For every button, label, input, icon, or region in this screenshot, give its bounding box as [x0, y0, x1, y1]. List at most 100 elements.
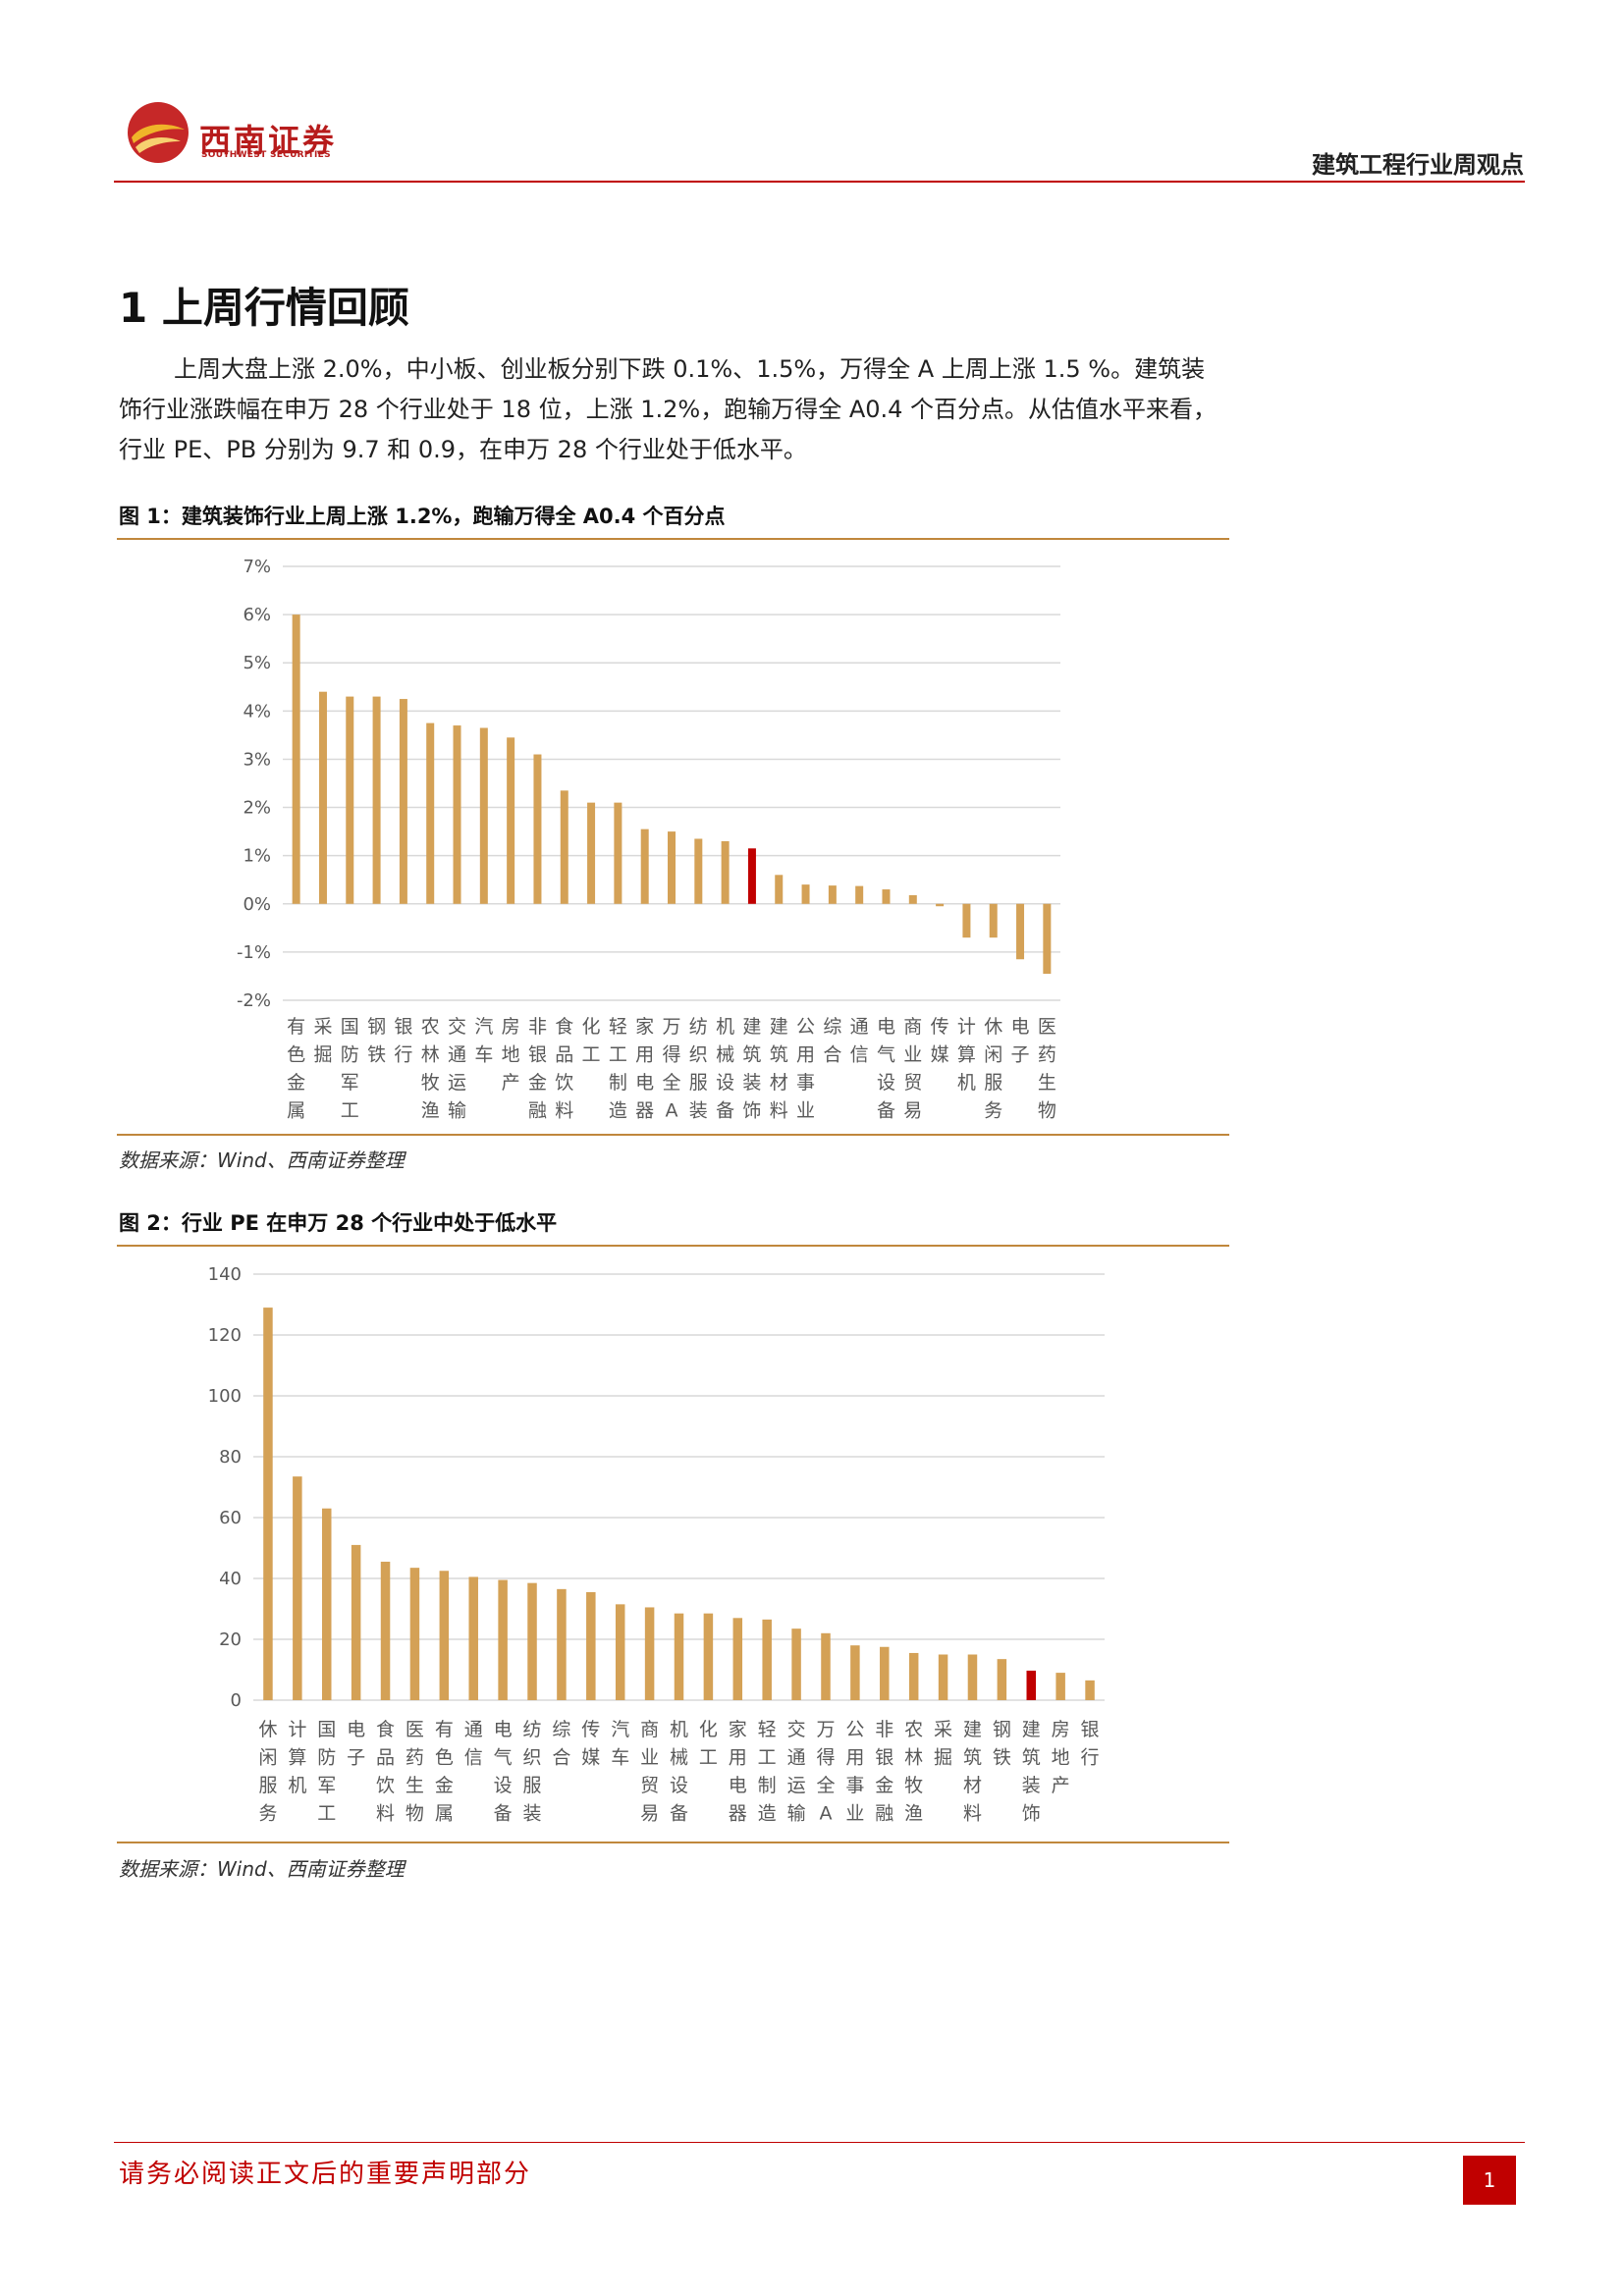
- x-tick-label: 采掘: [313, 1016, 332, 1066]
- bar: [828, 885, 837, 904]
- x-tick-char: 料: [963, 1803, 982, 1825]
- x-tick-char: 综: [552, 1719, 570, 1740]
- x-tick-label: 公用事业: [845, 1719, 864, 1825]
- x-tick-char: 金: [875, 1775, 893, 1796]
- x-tick-label: 建筑装饰: [1022, 1719, 1041, 1825]
- x-tick-char: 融: [528, 1100, 547, 1122]
- bar: [399, 699, 407, 904]
- x-tick-char: 饰: [1022, 1803, 1041, 1825]
- x-tick-char: 传: [931, 1016, 949, 1038]
- x-tick-label: 医药生物: [406, 1719, 424, 1825]
- x-tick-label: 计算机: [288, 1719, 306, 1796]
- x-tick-label: 交通运输: [448, 1016, 466, 1122]
- section-paragraph: 上周大盘上涨 2.0%，中小板、创业板分别下跌 0.1%、1.5%，万得全 A …: [119, 355, 1218, 463]
- x-tick-label: 家用电器: [635, 1016, 654, 1122]
- x-tick-char: 子: [1011, 1044, 1030, 1066]
- x-tick-char: 造: [758, 1803, 777, 1825]
- x-tick-char: 品: [555, 1044, 573, 1066]
- x-tick-char: 地: [1052, 1747, 1070, 1769]
- x-tick-label: 休闲服务: [258, 1719, 277, 1825]
- x-tick-char: 媒: [931, 1044, 949, 1066]
- bar: [1085, 1680, 1095, 1700]
- x-tick-char: 电: [347, 1719, 365, 1740]
- x-tick-char: 得: [816, 1747, 835, 1769]
- x-tick-char: 用: [729, 1747, 747, 1769]
- x-tick-char: 通: [850, 1016, 869, 1038]
- x-tick-char: 事: [845, 1775, 864, 1796]
- x-tick-char: 农: [421, 1016, 440, 1038]
- x-tick-char: 传: [581, 1719, 600, 1740]
- figure-2-source: 数据来源：Wind、西南证券整理: [119, 1857, 405, 1881]
- x-tick-char: 车: [474, 1044, 493, 1066]
- x-tick-label: 汽车: [474, 1016, 493, 1066]
- x-tick-char: 电: [877, 1016, 895, 1038]
- x-tick-char: 计: [288, 1719, 306, 1740]
- x-tick-char: 设: [877, 1072, 895, 1094]
- x-tick-label: 电子: [1011, 1016, 1030, 1066]
- y-tick-label: 80: [219, 1447, 242, 1468]
- x-tick-label: 纺织服装: [689, 1016, 708, 1122]
- x-tick-char: 输: [787, 1803, 806, 1825]
- bar: [775, 875, 784, 904]
- x-tick-label: 建筑材料: [963, 1719, 982, 1825]
- x-tick-label: 计算机: [957, 1016, 976, 1094]
- x-tick-char: 车: [611, 1747, 629, 1769]
- x-tick-label: 万得全 A: [816, 1719, 835, 1825]
- x-tick-char: 公: [845, 1719, 864, 1740]
- x-tick-char: 家: [729, 1719, 747, 1740]
- x-tick-char: 装: [689, 1100, 708, 1122]
- bar: [668, 831, 676, 904]
- x-tick-char: 工: [758, 1747, 777, 1769]
- x-tick-label: 银行: [1081, 1719, 1100, 1769]
- y-tick-label: 7%: [243, 557, 271, 577]
- bar: [938, 1654, 948, 1700]
- x-tick-char: 铁: [993, 1747, 1011, 1769]
- bar: [346, 696, 354, 904]
- x-tick-char: 业: [796, 1100, 815, 1122]
- x-tick-char: 行: [394, 1044, 412, 1066]
- x-tick-label: 机械设备: [716, 1016, 734, 1122]
- x-tick-label: 银行: [394, 1016, 412, 1066]
- x-tick-label: 公用事业: [796, 1016, 815, 1122]
- x-tick-char: 非: [875, 1719, 893, 1740]
- x-tick-char: 非: [528, 1016, 547, 1038]
- x-tick-char: 药: [1038, 1044, 1056, 1066]
- x-tick-char: 筑: [1022, 1747, 1041, 1769]
- bar: [527, 1582, 537, 1700]
- x-tick-char: 渔: [904, 1803, 923, 1825]
- x-tick-char: 汽: [474, 1016, 493, 1038]
- x-tick-char: 械: [670, 1747, 688, 1769]
- x-tick-label: 家用电器: [729, 1719, 747, 1825]
- x-tick-char: 信: [850, 1044, 869, 1066]
- x-tick-char: 计: [957, 1016, 976, 1038]
- x-tick-label: 农林牧渔: [421, 1016, 440, 1122]
- x-tick-char: 牧: [421, 1072, 440, 1094]
- bar: [880, 1646, 890, 1700]
- x-tick-char: 建: [742, 1016, 761, 1038]
- bar: [318, 691, 327, 904]
- bar: [321, 1508, 332, 1700]
- y-tick-label: -2%: [237, 990, 271, 1011]
- x-tick-char: 易: [640, 1803, 659, 1825]
- x-tick-char: 算: [288, 1747, 306, 1769]
- x-tick-char: 万: [816, 1719, 835, 1740]
- bar: [936, 903, 945, 907]
- x-tick-char: 军: [341, 1072, 359, 1094]
- x-tick-char: 钢: [367, 1016, 386, 1038]
- x-tick-char: 化: [699, 1719, 718, 1740]
- bar: [850, 1645, 860, 1700]
- figure-1-title: 图 1：建筑装饰行业上周上涨 1.2%，跑输万得全 A0.4 个百分点: [119, 505, 726, 528]
- x-tick-char: 合: [552, 1747, 570, 1769]
- x-tick-char: 务: [984, 1100, 1002, 1122]
- bar: [997, 1659, 1007, 1700]
- x-tick-char: 铁: [367, 1044, 386, 1066]
- x-tick-char: 装: [742, 1072, 761, 1094]
- x-tick-char: 饮: [555, 1072, 573, 1094]
- x-tick-char: 国: [341, 1016, 359, 1038]
- x-tick-char: 林: [421, 1044, 440, 1066]
- x-tick-label: 商业贸易: [640, 1719, 659, 1825]
- bar: [694, 838, 703, 904]
- y-tick-label: 20: [219, 1629, 242, 1650]
- x-tick-char: 林: [904, 1747, 923, 1769]
- x-tick-char: 服: [689, 1072, 708, 1094]
